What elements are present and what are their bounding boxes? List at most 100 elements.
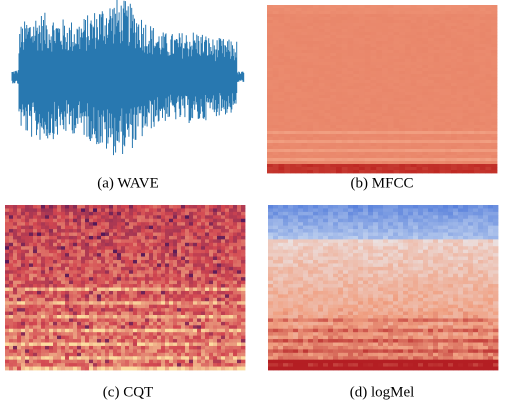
pixel bbox=[241, 311, 246, 316]
pixel bbox=[137, 328, 142, 333]
pixel bbox=[422, 14, 429, 18]
pixel bbox=[336, 80, 343, 84]
pixel bbox=[205, 328, 210, 333]
pixel bbox=[77, 287, 82, 292]
pixel bbox=[382, 41, 389, 45]
pixel bbox=[341, 50, 348, 54]
mfcc-image bbox=[267, 5, 498, 174]
pixel bbox=[209, 325, 214, 330]
pixel bbox=[193, 235, 198, 240]
pixel bbox=[137, 339, 142, 343]
pixel bbox=[376, 170, 383, 174]
pixel bbox=[117, 359, 122, 364]
pixel bbox=[209, 284, 214, 288]
pixel bbox=[117, 325, 122, 330]
pixel bbox=[341, 41, 348, 45]
pixel bbox=[284, 101, 291, 105]
pixel bbox=[165, 256, 170, 261]
pixel bbox=[133, 239, 138, 244]
pixel bbox=[295, 158, 302, 162]
pixel bbox=[479, 83, 486, 87]
pixel bbox=[13, 273, 18, 278]
pixel bbox=[456, 170, 463, 174]
pixel bbox=[278, 71, 285, 75]
pixel bbox=[29, 294, 34, 299]
pixel bbox=[387, 146, 394, 150]
pixel bbox=[117, 318, 122, 323]
pixel bbox=[29, 325, 34, 330]
pixel bbox=[341, 155, 348, 159]
pixel bbox=[318, 170, 325, 174]
pixel bbox=[141, 308, 146, 312]
pixel bbox=[267, 68, 274, 72]
pixel bbox=[17, 332, 22, 337]
pixel bbox=[77, 290, 82, 295]
pixel bbox=[376, 110, 383, 114]
pixel bbox=[456, 77, 463, 81]
pixel bbox=[485, 140, 492, 144]
pixel bbox=[13, 356, 18, 361]
pixel bbox=[456, 122, 463, 126]
pixel bbox=[13, 349, 18, 354]
pixel bbox=[295, 53, 302, 57]
pixel bbox=[451, 128, 458, 132]
pixel bbox=[237, 273, 242, 278]
pixel bbox=[81, 205, 86, 209]
pixel bbox=[290, 62, 297, 66]
pixel bbox=[5, 297, 10, 302]
pixel bbox=[462, 59, 469, 63]
pixel bbox=[359, 47, 366, 51]
pixel bbox=[85, 294, 90, 299]
pixel bbox=[387, 59, 394, 63]
pixel bbox=[29, 205, 34, 209]
pixel bbox=[205, 287, 210, 292]
pixel bbox=[49, 308, 54, 312]
pixel bbox=[301, 20, 308, 24]
pixel bbox=[45, 304, 50, 309]
pixel bbox=[229, 352, 234, 357]
pixel bbox=[97, 345, 102, 350]
pixel bbox=[177, 332, 182, 337]
pixel bbox=[57, 253, 62, 257]
pixel bbox=[201, 318, 206, 323]
pixel bbox=[439, 68, 446, 72]
pixel bbox=[405, 23, 412, 27]
pixel bbox=[21, 253, 26, 257]
pixel bbox=[225, 270, 230, 275]
pixel bbox=[101, 304, 106, 309]
pixel bbox=[347, 131, 354, 135]
pixel bbox=[324, 83, 331, 87]
pixel bbox=[359, 53, 366, 57]
pixel bbox=[278, 8, 285, 12]
pixel bbox=[393, 53, 400, 57]
pixel bbox=[241, 352, 246, 357]
pixel bbox=[272, 101, 279, 105]
pixel bbox=[25, 332, 30, 337]
pixel bbox=[137, 332, 142, 337]
pixel bbox=[445, 137, 452, 141]
pixel bbox=[209, 211, 214, 216]
pixel bbox=[422, 95, 429, 99]
pixel bbox=[93, 325, 98, 330]
pixel bbox=[81, 328, 86, 333]
pixel bbox=[145, 218, 150, 223]
pixel bbox=[169, 335, 174, 340]
pixel bbox=[485, 89, 492, 93]
pixel bbox=[416, 89, 423, 93]
pixel bbox=[295, 101, 302, 105]
pixel bbox=[153, 208, 158, 213]
pixel bbox=[37, 222, 42, 227]
pixel bbox=[295, 164, 302, 168]
pixel bbox=[29, 225, 34, 230]
pixel bbox=[324, 152, 331, 156]
pixel bbox=[21, 242, 26, 247]
pixel bbox=[359, 41, 366, 45]
pixel bbox=[229, 356, 234, 361]
pixel bbox=[416, 38, 423, 42]
pixel bbox=[393, 71, 400, 75]
pixel bbox=[462, 155, 469, 159]
pixel bbox=[61, 284, 66, 288]
pixel bbox=[313, 38, 320, 42]
pixel bbox=[217, 325, 222, 330]
pixel bbox=[173, 277, 178, 282]
